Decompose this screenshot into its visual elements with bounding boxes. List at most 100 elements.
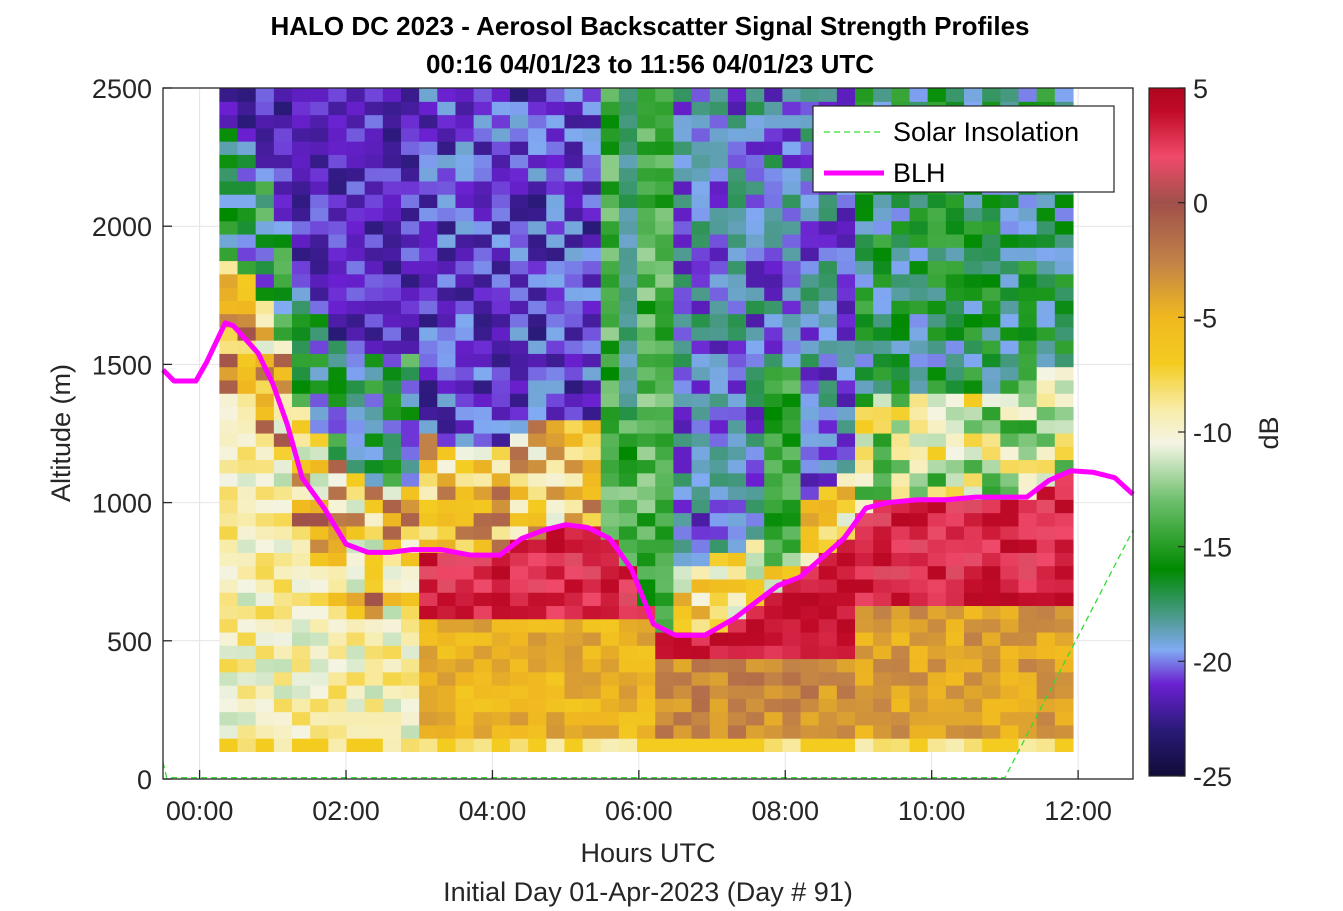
heatmap-cell (618, 207, 638, 222)
heatmap-cell (437, 486, 457, 500)
heatmap-cell (600, 486, 620, 500)
heatmap-cell (419, 379, 438, 394)
heatmap-cell (836, 247, 856, 262)
heatmap-cell (364, 738, 384, 752)
heatmap-cell (455, 419, 475, 434)
heatmap-cell (419, 432, 438, 447)
heatmap-cell (509, 141, 529, 155)
heatmap-cell (219, 578, 239, 593)
heatmap-cell (528, 658, 547, 673)
heatmap-cell (419, 247, 438, 262)
heatmap-cell (219, 446, 239, 461)
heatmap-cell (1018, 432, 1038, 447)
heatmap-cell (582, 552, 602, 567)
heatmap-cell (1054, 605, 1074, 620)
heatmap-cell (255, 446, 275, 461)
heatmap-cell (673, 618, 693, 633)
heatmap-cell (473, 645, 493, 660)
x-ticks: 00:00 02:00 04:00 06:00 08:00 10:00 12:00 (166, 770, 1112, 826)
heatmap-cell (782, 738, 802, 752)
heatmap-cell (818, 631, 838, 646)
heatmap-cell (746, 459, 765, 474)
heatmap-cell (509, 247, 529, 262)
heatmap-cell (419, 618, 438, 633)
heatmap-cell (364, 432, 384, 447)
heatmap-cell (364, 287, 384, 301)
heatmap-cell (964, 88, 983, 102)
heatmap-cell (1036, 194, 1056, 209)
heatmap-cell (964, 220, 983, 235)
heatmap-cell (855, 419, 874, 434)
heatmap-cell (836, 552, 856, 567)
heatmap-cell (273, 207, 293, 222)
heatmap-cell (455, 101, 475, 116)
heatmap-cell (546, 645, 566, 660)
heatmap-cell (328, 658, 348, 673)
heatmap-cell (1000, 724, 1020, 739)
heatmap-cell (364, 127, 384, 142)
heatmap-cell (945, 711, 965, 726)
heatmap-cell (346, 127, 366, 142)
heatmap-cell (1036, 711, 1056, 726)
heatmap-cell (836, 685, 856, 699)
heatmap-cell (673, 499, 693, 514)
heatmap-cell (346, 88, 366, 102)
heatmap-cell (509, 711, 529, 726)
heatmap-cell (637, 207, 656, 222)
heatmap-cell (709, 499, 729, 514)
heatmap-cell (818, 512, 838, 527)
heatmap-cell (637, 419, 656, 434)
heatmap-cell (491, 114, 511, 129)
heatmap-cell (836, 326, 856, 341)
heatmap-cell (1036, 406, 1056, 421)
heatmap-cell (873, 618, 892, 633)
heatmap-cell (655, 472, 675, 487)
heatmap-cell (764, 88, 783, 102)
heatmap-cell (219, 127, 239, 142)
heatmap-cell (909, 724, 929, 739)
heatmap-cell (382, 141, 402, 155)
heatmap-cell (709, 260, 729, 275)
heatmap-cell (818, 340, 838, 354)
heatmap-cell (1036, 313, 1056, 328)
heatmap-cell (582, 313, 602, 328)
heatmap-cell (437, 154, 457, 169)
heatmap-cell (546, 446, 566, 461)
heatmap-cell (800, 207, 820, 222)
heatmap-cell (945, 406, 965, 421)
heatmap-cell (964, 724, 983, 739)
heatmap-cell (764, 592, 783, 607)
heatmap-cell (618, 273, 638, 288)
heatmap-cell (836, 499, 856, 514)
heatmap-cell (455, 525, 475, 540)
heatmap-cell (618, 724, 638, 739)
heatmap-cell (455, 592, 475, 607)
heatmap-cell (582, 618, 602, 633)
heatmap-cell (237, 273, 257, 288)
heatmap-cell (382, 472, 402, 487)
heatmap-cell (818, 698, 838, 713)
legend-box (812, 105, 1115, 193)
heatmap-cell (746, 393, 765, 408)
heatmap-cell (727, 340, 747, 354)
heatmap-cell (473, 379, 493, 394)
heatmap-cell (491, 207, 511, 222)
heatmap-cell (528, 698, 547, 713)
heatmap-cell (528, 631, 547, 646)
heatmap-cell (927, 446, 947, 461)
heatmap-cell (600, 233, 620, 248)
heatmap-cell (437, 592, 457, 607)
heatmap-cell (437, 141, 457, 155)
heatmap-cell (964, 379, 983, 394)
heatmap-cell (746, 88, 765, 102)
heatmap-cell (582, 578, 602, 593)
heatmap-cell (310, 366, 329, 381)
heatmap-cell (1054, 486, 1074, 500)
heatmap-cell (945, 618, 965, 633)
heatmap-cell (764, 512, 783, 527)
plot-area: 00:00 02:00 04:00 06:00 08:00 10:00 12:00 0500… (92, 74, 1135, 826)
heatmap-cell (310, 618, 329, 633)
heatmap-cell (746, 525, 765, 540)
x-tick-label: 00:00 (166, 796, 234, 826)
heatmap-cell (1018, 671, 1038, 686)
